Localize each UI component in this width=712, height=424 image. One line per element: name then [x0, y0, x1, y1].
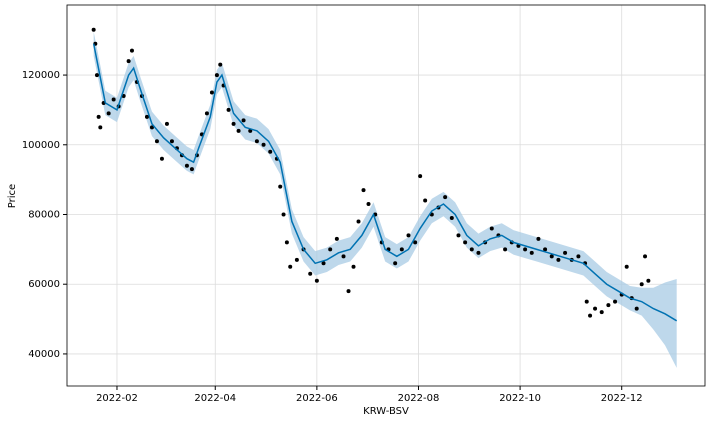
observed-point [294, 257, 299, 262]
observed-point [393, 261, 398, 266]
observed-point [423, 198, 428, 203]
observed-point [328, 247, 333, 252]
observed-point [576, 254, 581, 259]
observed-point [613, 299, 618, 304]
observed-point [226, 107, 231, 112]
observed-point [503, 247, 508, 252]
observed-point [149, 125, 154, 130]
y-tick-label: 100000 [22, 140, 60, 151]
observed-point [543, 247, 548, 252]
observed-point [351, 264, 356, 269]
x-tick-label: 2022-08 [398, 393, 440, 404]
uncertainty-band [93, 31, 677, 368]
observed-point [184, 163, 189, 168]
x-tick-label: 2022-10 [499, 393, 541, 404]
observed-point [476, 250, 481, 255]
observed-point [593, 306, 598, 311]
observed-point [366, 202, 371, 207]
observed-point [164, 121, 169, 126]
x-tick-label: 2022-06 [296, 393, 338, 404]
x-tick-label: 2022-12 [601, 393, 643, 404]
x-axis-label: KRW-BSV [363, 406, 409, 417]
observed-point [91, 27, 96, 32]
observed-point [94, 73, 99, 78]
observed-point [278, 184, 283, 189]
observed-point [556, 257, 561, 262]
observed-point [406, 233, 411, 238]
observed-point [599, 310, 604, 315]
observed-point [624, 264, 629, 269]
observed-point [469, 247, 474, 252]
observed-point [268, 149, 273, 154]
observed-point [314, 278, 319, 283]
y-axis-label: Price [7, 184, 18, 208]
observed-point [399, 247, 404, 252]
observed-point [646, 278, 651, 283]
observed-point [98, 125, 103, 130]
observed-point [241, 118, 246, 123]
observed-point [308, 271, 313, 276]
observed-point [489, 226, 494, 231]
observed-point [96, 114, 101, 119]
observed-point [463, 240, 468, 245]
observed-point [254, 139, 259, 144]
observed-point [529, 250, 534, 255]
observed-point [456, 233, 461, 238]
observed-point [634, 306, 639, 311]
observed-point [413, 240, 418, 245]
observed-point [563, 250, 568, 255]
observed-point [281, 212, 286, 217]
observed-point [284, 240, 289, 245]
observed-point [218, 62, 223, 67]
observed-point [129, 48, 134, 53]
observed-point [288, 264, 293, 269]
observed-point [231, 121, 236, 126]
observed-point [214, 73, 219, 78]
plot-frame [66, 4, 706, 387]
observed-point [584, 299, 589, 304]
observed-point [361, 188, 366, 193]
observed-point [189, 167, 194, 172]
y-tick-label: 40000 [28, 349, 60, 360]
observed-point [346, 289, 351, 294]
observed-point [588, 313, 593, 318]
observed-point [261, 142, 266, 147]
observed-point [204, 111, 209, 116]
x-tick-label: 2022-04 [194, 393, 236, 404]
observed-point [236, 128, 241, 133]
observed-point [536, 236, 541, 241]
observed-point [443, 195, 448, 200]
y-tick-label: 120000 [22, 70, 60, 81]
observed-point [334, 236, 339, 241]
observed-point [606, 303, 611, 308]
observed-point [321, 261, 326, 266]
y-tick-label: 60000 [28, 279, 60, 290]
observed-point [106, 111, 111, 116]
x-tick-label: 2022-02 [96, 393, 138, 404]
observed-point [356, 219, 361, 224]
observed-point [154, 139, 159, 144]
observed-point [126, 59, 131, 64]
observed-point [643, 254, 648, 259]
y-tick-label: 80000 [28, 209, 60, 220]
observed-point [449, 215, 454, 220]
observed-point [159, 156, 164, 161]
observed-point [523, 247, 528, 252]
observed-point [209, 90, 214, 95]
observed-point [111, 97, 116, 102]
observed-point [549, 254, 554, 259]
observed-point [639, 282, 644, 287]
observed-point [418, 174, 423, 179]
forecast-line [92, 43, 678, 322]
observed-point [144, 114, 149, 119]
observed-point [169, 139, 174, 144]
observed-point [341, 254, 346, 259]
